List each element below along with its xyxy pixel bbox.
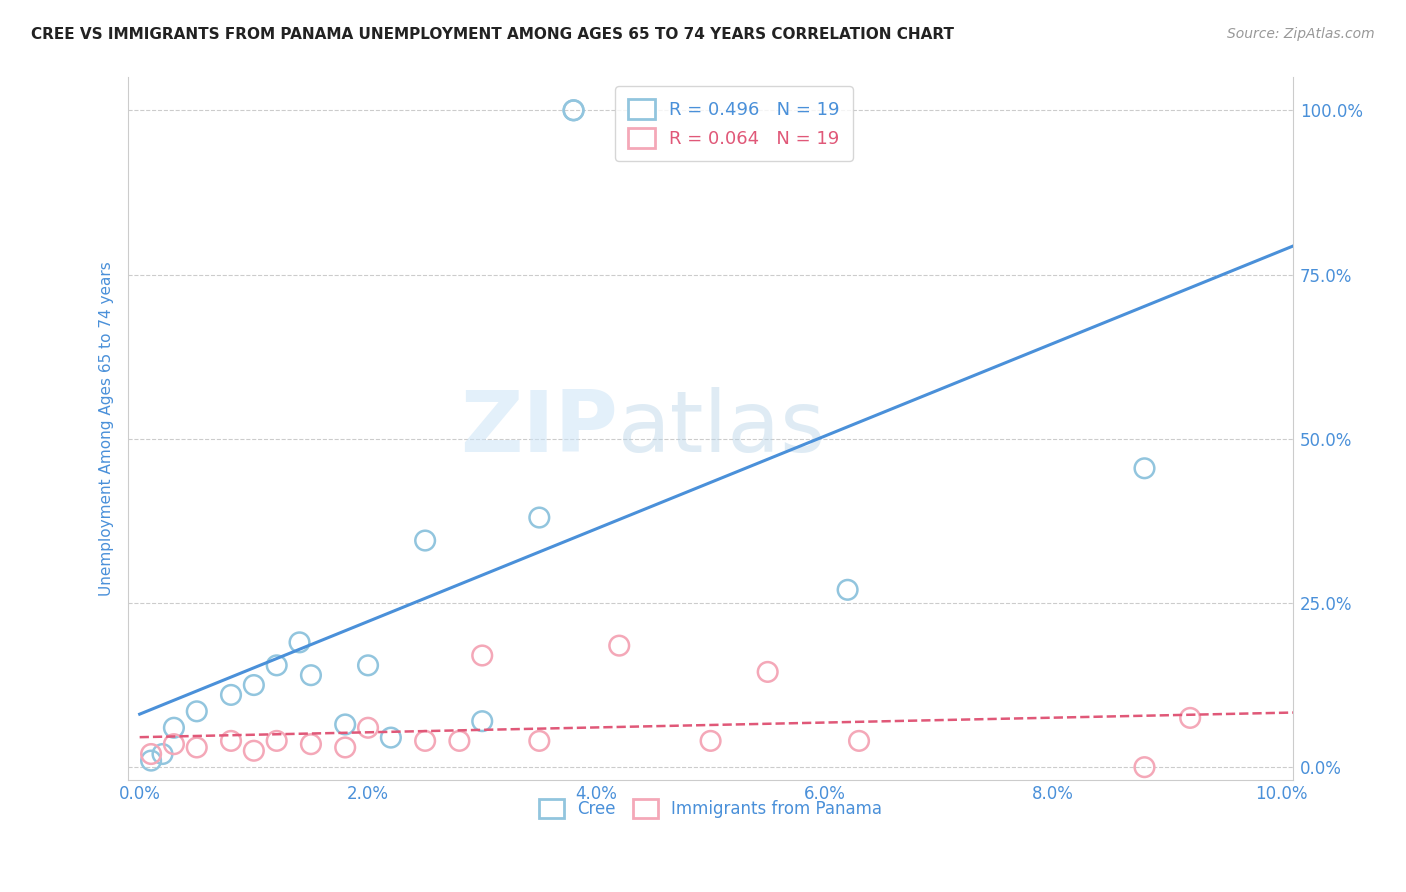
Point	[607, 639, 630, 653]
Point	[266, 658, 288, 673]
Point	[562, 103, 585, 118]
Point	[299, 668, 322, 682]
Point	[139, 747, 162, 761]
Point	[413, 533, 436, 548]
Point	[848, 734, 870, 748]
Text: ZIP: ZIP	[460, 387, 617, 470]
Legend: Cree, Immigrants from Panama: Cree, Immigrants from Panama	[533, 793, 889, 825]
Text: atlas: atlas	[617, 387, 825, 470]
Text: Source: ZipAtlas.com: Source: ZipAtlas.com	[1227, 27, 1375, 41]
Point	[1133, 461, 1156, 475]
Point	[529, 734, 551, 748]
Point	[357, 721, 380, 735]
Point	[529, 510, 551, 524]
Point	[163, 737, 186, 751]
Point	[288, 635, 311, 649]
Point	[299, 737, 322, 751]
Point	[335, 717, 357, 731]
Point	[1178, 711, 1201, 725]
Point	[380, 731, 402, 745]
Point	[152, 747, 174, 761]
Point	[1133, 760, 1156, 774]
Point	[243, 744, 266, 758]
Point	[243, 678, 266, 692]
Point	[413, 734, 436, 748]
Point	[449, 734, 471, 748]
Point	[471, 648, 494, 663]
Point	[756, 665, 779, 679]
Point	[139, 754, 162, 768]
Point	[163, 721, 186, 735]
Text: CREE VS IMMIGRANTS FROM PANAMA UNEMPLOYMENT AMONG AGES 65 TO 74 YEARS CORRELATIO: CREE VS IMMIGRANTS FROM PANAMA UNEMPLOYM…	[31, 27, 953, 42]
Point	[186, 704, 208, 718]
Y-axis label: Unemployment Among Ages 65 to 74 years: Unemployment Among Ages 65 to 74 years	[100, 261, 114, 596]
Point	[562, 103, 585, 118]
Point	[186, 740, 208, 755]
Point	[837, 582, 859, 597]
Point	[357, 658, 380, 673]
Point	[266, 734, 288, 748]
Point	[335, 740, 357, 755]
Point	[219, 734, 242, 748]
Point	[219, 688, 242, 702]
Point	[471, 714, 494, 728]
Point	[699, 734, 721, 748]
